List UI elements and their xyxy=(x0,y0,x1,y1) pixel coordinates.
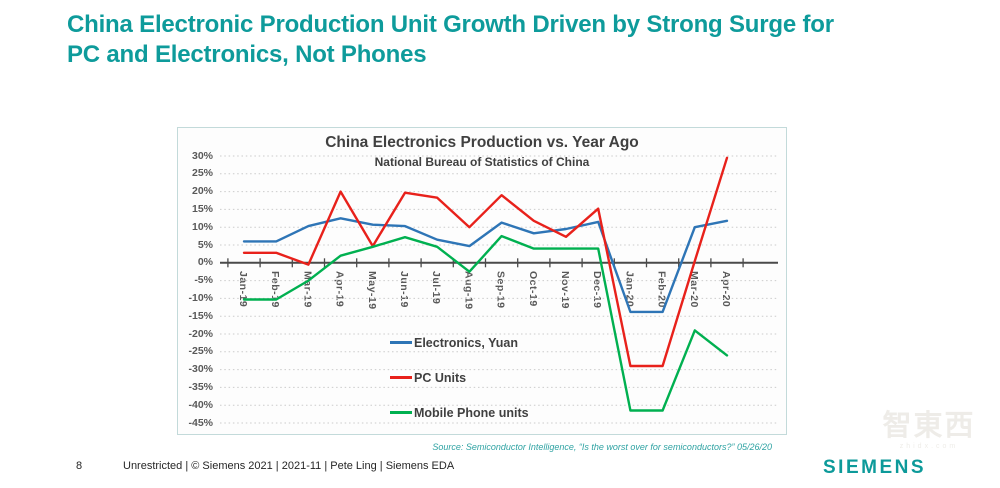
y-axis-label: -45% xyxy=(188,416,213,429)
y-axis-label: -10% xyxy=(188,291,213,304)
legend-label: PC Units xyxy=(414,370,467,385)
y-axis-label: -30% xyxy=(188,363,213,376)
y-axis-label: -5% xyxy=(194,274,213,287)
slide-title-line1: China Electronic Production Unit Growth … xyxy=(67,11,834,38)
y-axis-label: 20% xyxy=(191,185,213,198)
y-axis-label: 25% xyxy=(191,167,213,180)
slide-title-line2: PC and Electronics, Not Phones xyxy=(67,40,427,68)
y-axis-label: -25% xyxy=(188,345,213,358)
legend-item: Electronics, Yuan xyxy=(390,325,529,360)
legend-item: Mobile Phone units xyxy=(390,395,529,430)
footer-page-number: 8 xyxy=(76,460,83,472)
x-axis-label: Feb-20 xyxy=(655,270,668,308)
y-axis-label: 15% xyxy=(191,202,213,215)
y-axis-label: -15% xyxy=(188,309,213,322)
y-axis-label: -40% xyxy=(188,398,213,411)
y-axis-label: -35% xyxy=(188,380,213,393)
source-note: Source: Semiconductor Intelligence, “Is … xyxy=(432,442,772,452)
chart-subtitle: National Bureau of Statistics of China xyxy=(374,155,590,169)
series-line-mobile-phone-units xyxy=(242,234,729,412)
legend-swatch-icon xyxy=(390,341,412,344)
series-line-pc-units xyxy=(242,156,729,368)
siemens-logo: SIEMENS xyxy=(823,457,927,478)
x-axis-label: Oct-19 xyxy=(526,270,539,307)
chart-legend: Electronics, Yuan PC Units Mobile Phone un… xyxy=(390,325,529,430)
chart: China Electronics Production vs. Year Ag… xyxy=(177,127,787,435)
slide-title: China Electronic Production Unit Growth … xyxy=(67,10,834,70)
x-axis-label: Apr-20 xyxy=(720,270,732,308)
legend-label: Mobile Phone units xyxy=(414,405,529,420)
series-line-electronics-yuan xyxy=(242,217,729,314)
plot-canvas xyxy=(220,155,778,424)
watermark-subtext: zhidx.com xyxy=(899,443,959,450)
y-axis-label: 0% xyxy=(197,256,213,269)
legend-label: Electronics, Yuan xyxy=(414,335,518,350)
watermark-logo: 智東西 zhidx.com xyxy=(864,410,994,451)
legend-swatch-icon xyxy=(390,376,412,379)
footer-classification: Unrestricted | © Siemens 2021 | 2021-11 … xyxy=(123,460,455,472)
watermark-characters: 智東西 xyxy=(882,410,976,442)
x-axis-label: Nov-19 xyxy=(559,270,571,309)
y-axis-label: 30% xyxy=(191,149,213,162)
x-axis-label: Sep-19 xyxy=(494,270,507,309)
y-axis-label: 10% xyxy=(191,220,213,233)
y-axis-label: -20% xyxy=(188,327,213,340)
legend-item: PC Units xyxy=(390,360,529,395)
y-axis-label: 5% xyxy=(197,238,213,251)
x-axis-label: Jul-19 xyxy=(430,270,443,305)
y-axis-labels: 30% 25% 20% 15% 10% 5% 0% -5% -10% -15% -20% -25% -3… xyxy=(178,128,786,434)
chart-title: China Electronics Production vs. Year Ag… xyxy=(325,134,639,151)
x-axis-label: May-19 xyxy=(365,270,378,310)
legend-swatch-icon xyxy=(390,411,412,414)
x-axis-label: Mar-20 xyxy=(687,270,700,308)
